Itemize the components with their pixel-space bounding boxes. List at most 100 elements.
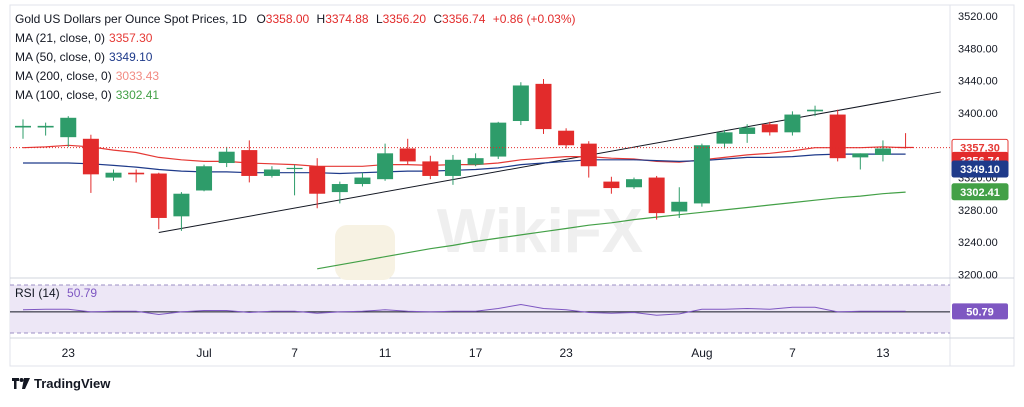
- price-tick-label: 3280.00: [958, 205, 998, 217]
- candle: [241, 140, 258, 183]
- candle-body: [897, 146, 914, 149]
- candle: [852, 153, 869, 170]
- candle-body: [196, 166, 213, 191]
- candle: [626, 177, 643, 189]
- candle: [286, 164, 303, 196]
- candle-body: [377, 153, 394, 180]
- time-tick-label: 7: [789, 346, 796, 360]
- candle: [671, 187, 688, 218]
- indicator-ma21[interactable]: MA (21, close, 0) 3357.30: [15, 29, 576, 48]
- candle: [105, 169, 122, 181]
- candle: [535, 79, 552, 134]
- change-value: +0.86 (+0.03%): [492, 12, 576, 26]
- candle: [467, 153, 484, 167]
- candle: [263, 166, 280, 178]
- indicator-value: 3357.30: [109, 31, 153, 45]
- price-tag: 3357.30: [951, 138, 1009, 156]
- candle-body: [399, 148, 416, 162]
- branding-text: TradingView: [34, 376, 111, 391]
- rsi-band: [10, 285, 950, 333]
- candle: [354, 172, 371, 187]
- candle: [490, 121, 507, 159]
- candle-body: [490, 122, 507, 157]
- candle: [15, 119, 31, 139]
- indicator-ma200[interactable]: MA (200, close, 0) 3033.43: [15, 67, 576, 86]
- open-label: O: [256, 12, 266, 26]
- candle-body: [648, 177, 665, 214]
- price-tag-text: 3302.41: [960, 187, 1000, 199]
- candle-body: [558, 130, 575, 146]
- candle-body: [807, 109, 824, 112]
- candle-body: [263, 169, 280, 176]
- candle: [60, 116, 77, 147]
- candle-body: [15, 125, 31, 128]
- candle-body: [60, 117, 77, 138]
- candle: [399, 138, 416, 165]
- candle-body: [467, 158, 484, 165]
- candle: [829, 109, 846, 162]
- indicator-label: MA (200, close, 0): [15, 69, 112, 83]
- high-value: 3374.88: [325, 12, 369, 26]
- time-tick-label: 23: [62, 346, 76, 360]
- candle-body: [422, 161, 439, 176]
- time-tick-label: 11: [379, 346, 392, 360]
- candle-body: [535, 83, 552, 130]
- candle: [784, 111, 801, 136]
- watermark-text: WikiFX: [437, 197, 643, 266]
- candle: [716, 129, 733, 149]
- ma50-line: [23, 153, 906, 175]
- candle-body: [512, 85, 529, 122]
- candle-body: [784, 114, 801, 133]
- candle: [128, 169, 145, 183]
- candle-body: [331, 184, 348, 193]
- indicator-ma100[interactable]: MA (100, close, 0) 3302.41: [15, 86, 576, 105]
- candle-body: [37, 125, 54, 128]
- price-tag-box: [951, 160, 1009, 178]
- rsi-tag: 50.79: [952, 303, 1008, 320]
- candle: [37, 122, 54, 136]
- candle: [422, 155, 439, 180]
- candle-body: [105, 172, 122, 178]
- price-tag-box: [951, 183, 1009, 201]
- time-tick-label: 7: [291, 346, 298, 360]
- candle: [150, 172, 167, 230]
- price-tag-text: 3357.30: [960, 142, 1000, 154]
- candle-body: [739, 127, 756, 134]
- ma21-line: [22, 144, 906, 167]
- rsi-legend[interactable]: RSI (14) 50.79: [15, 286, 97, 300]
- candle: [580, 141, 597, 178]
- low-label: L: [375, 12, 383, 26]
- candle-body: [128, 172, 145, 175]
- close-label: C: [433, 12, 443, 26]
- candle: [331, 181, 348, 204]
- time-tick-label: Jul: [196, 346, 211, 360]
- price-tag-text: 3349.10: [960, 164, 1000, 176]
- candle: [874, 140, 891, 162]
- chart-frame: [9, 4, 1015, 367]
- time-tick-label: 23: [559, 346, 573, 360]
- rsi-tag-text: 50.79: [966, 306, 994, 318]
- symbol-header: Gold US Dollars per Ounce Spot Prices, 1…: [15, 10, 576, 29]
- candle: [173, 192, 190, 231]
- price-tick-label: 3480.00: [958, 43, 998, 55]
- candle-body: [309, 166, 326, 194]
- candle-body: [580, 143, 597, 167]
- candle-body: [173, 193, 190, 217]
- candle-body: [693, 145, 710, 204]
- high-label: H: [316, 12, 326, 26]
- candle-body: [444, 159, 461, 176]
- candle: [693, 143, 710, 207]
- indicator-value: 3302.41: [115, 88, 160, 102]
- candle-body: [82, 138, 99, 175]
- price-tick-label: 3440.00: [958, 76, 998, 88]
- candle: [558, 128, 575, 149]
- open-value: 3358.00: [265, 12, 310, 26]
- candle: [603, 176, 620, 194]
- tradingview-branding[interactable]: TradingView: [12, 376, 110, 391]
- candle-body: [286, 167, 303, 170]
- price-tag: 3302.41: [951, 183, 1009, 201]
- indicator-ma50[interactable]: MA (50, close, 0) 3349.10: [15, 48, 576, 67]
- candle: [196, 164, 213, 192]
- price-tick-label: 3200.00: [958, 270, 998, 282]
